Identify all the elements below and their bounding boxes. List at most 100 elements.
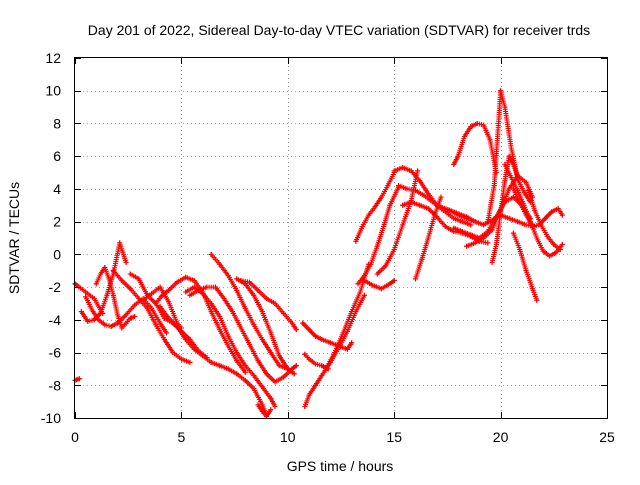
data-point [400, 222, 406, 228]
series-arc-24 [374, 168, 421, 277]
data-point [153, 301, 159, 306]
series-arc-23 [361, 278, 397, 292]
data-point [534, 235, 540, 241]
data-point [459, 219, 465, 225]
series-arc-21 [355, 184, 401, 287]
data-point [555, 206, 561, 211]
grid [75, 58, 607, 418]
data-point [491, 183, 497, 189]
series-markers [374, 168, 421, 277]
data-point [157, 304, 163, 310]
data-point [455, 153, 461, 159]
data-point [323, 366, 329, 372]
data-point [370, 283, 376, 288]
data-point [487, 137, 493, 143]
data-point [272, 379, 278, 385]
data-point [432, 212, 438, 218]
data-point [515, 219, 521, 225]
series-arc-2 [72, 376, 82, 383]
data-point [238, 278, 244, 283]
data-point [242, 363, 248, 369]
data-point [374, 271, 380, 277]
data-point [204, 284, 210, 290]
data-point [447, 207, 452, 213]
data-point [485, 219, 491, 225]
data-point [349, 309, 355, 315]
data-point [106, 276, 112, 282]
data-point [319, 363, 325, 369]
data-point [438, 194, 444, 200]
data-point [225, 273, 231, 279]
data-point [544, 233, 550, 239]
data-point [293, 363, 299, 369]
data-point [464, 214, 470, 220]
data-point [313, 382, 318, 388]
data-point [344, 346, 350, 352]
data-point [510, 161, 516, 167]
data-point [255, 287, 261, 293]
data-point [234, 287, 240, 293]
data-point [489, 227, 495, 233]
data-point [400, 165, 406, 171]
series-arc-34 [489, 153, 521, 265]
data-point [489, 260, 495, 265]
data-point [502, 178, 508, 184]
x-tick-label: 15 [386, 429, 402, 445]
y-tick-label: -4 [49, 312, 62, 328]
data-point [255, 358, 261, 364]
data-point [387, 202, 393, 208]
data-point [515, 173, 521, 179]
data-point [110, 268, 116, 274]
data-point [506, 153, 512, 159]
data-point [191, 278, 197, 283]
data-point [357, 289, 363, 295]
data-point [76, 376, 82, 382]
data-point [132, 314, 138, 319]
data-point [461, 134, 467, 139]
data-point [468, 232, 474, 238]
data-point [523, 179, 529, 185]
data-point [372, 204, 378, 210]
data-point [183, 289, 189, 295]
y-tick-label: -6 [49, 345, 62, 361]
data-point [159, 292, 165, 298]
data-point [208, 359, 214, 365]
data-point [523, 222, 529, 228]
data-point [144, 305, 150, 311]
data-point [238, 325, 244, 331]
x-tick-label: 5 [178, 429, 186, 445]
data-point [191, 346, 197, 352]
data-point [276, 363, 282, 369]
data-point [123, 260, 129, 265]
series-arc-17 [300, 320, 355, 352]
data-point [221, 296, 227, 301]
data-point [225, 343, 231, 349]
data-point [481, 222, 487, 228]
series-arc-10 [157, 304, 269, 418]
series-arc-16 [255, 402, 274, 419]
data-point [91, 317, 97, 323]
data-point [430, 199, 435, 205]
data-point [251, 386, 257, 391]
data-point [319, 337, 325, 342]
data-point [400, 202, 406, 208]
data-point [374, 243, 380, 249]
data-point [451, 215, 457, 221]
data-point [108, 323, 114, 329]
data-point [123, 320, 129, 326]
data-point [455, 211, 461, 216]
data-point [417, 202, 423, 208]
data-point [127, 271, 133, 277]
series-arc-38 [525, 188, 563, 252]
y-tick-label: 10 [45, 83, 61, 99]
data-point [502, 161, 508, 167]
data-point [425, 206, 431, 211]
data-point [421, 193, 427, 198]
data-point [234, 358, 240, 364]
data-point [187, 359, 193, 365]
data-point [161, 315, 167, 321]
data-point [268, 330, 274, 336]
series-arc-12 [187, 284, 299, 385]
data-point [251, 373, 257, 378]
data-point [140, 297, 146, 303]
